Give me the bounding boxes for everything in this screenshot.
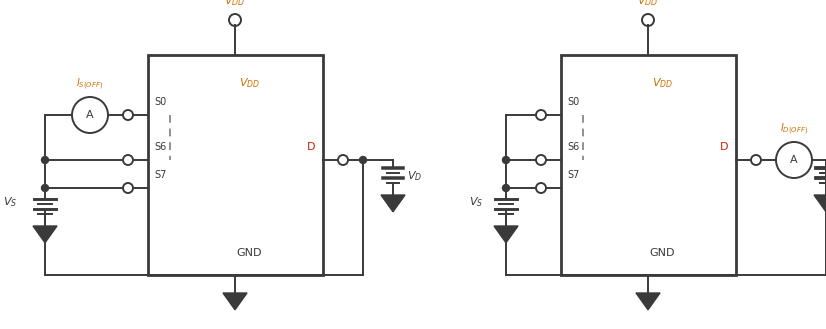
- Circle shape: [123, 155, 133, 165]
- Text: $I_{S(OFF)}$: $I_{S(OFF)}$: [77, 77, 103, 92]
- Text: S7: S7: [154, 170, 166, 180]
- Text: $V_{DD}$: $V_{DD}$: [239, 76, 260, 90]
- Text: D: D: [306, 142, 315, 152]
- Polygon shape: [494, 226, 518, 243]
- Polygon shape: [636, 293, 660, 310]
- Text: S0: S0: [154, 97, 166, 107]
- Circle shape: [123, 183, 133, 193]
- Circle shape: [502, 157, 510, 164]
- Circle shape: [751, 155, 761, 165]
- Circle shape: [41, 185, 49, 191]
- Text: A: A: [790, 155, 798, 165]
- Text: $V_S$: $V_S$: [469, 195, 483, 209]
- Circle shape: [72, 97, 108, 133]
- Text: S7: S7: [567, 170, 579, 180]
- Text: GND: GND: [237, 248, 262, 258]
- Circle shape: [123, 110, 133, 120]
- Text: S6: S6: [154, 142, 166, 152]
- Circle shape: [338, 155, 348, 165]
- Circle shape: [642, 14, 654, 26]
- Circle shape: [536, 183, 546, 193]
- Text: $V_S$: $V_S$: [2, 195, 17, 209]
- Text: S6: S6: [567, 142, 579, 152]
- Polygon shape: [381, 195, 405, 212]
- Circle shape: [502, 185, 510, 191]
- Circle shape: [359, 157, 367, 164]
- Polygon shape: [223, 293, 247, 310]
- Text: $V_D$: $V_D$: [407, 169, 422, 183]
- Text: S0: S0: [567, 97, 579, 107]
- Polygon shape: [33, 226, 57, 243]
- Circle shape: [536, 110, 546, 120]
- Circle shape: [776, 142, 812, 178]
- Text: $I_{D(OFF)}$: $I_{D(OFF)}$: [780, 122, 808, 137]
- Bar: [148, 55, 323, 275]
- Text: A: A: [86, 110, 94, 120]
- Text: D: D: [719, 142, 728, 152]
- Text: $V_{DD}$: $V_{DD}$: [225, 0, 245, 8]
- Text: $V_{DD}$: $V_{DD}$: [652, 76, 673, 90]
- Bar: [561, 55, 736, 275]
- Circle shape: [229, 14, 241, 26]
- Text: $V_{DD}$: $V_{DD}$: [638, 0, 658, 8]
- Polygon shape: [814, 195, 826, 212]
- Text: GND: GND: [650, 248, 675, 258]
- Circle shape: [41, 157, 49, 164]
- Circle shape: [536, 155, 546, 165]
